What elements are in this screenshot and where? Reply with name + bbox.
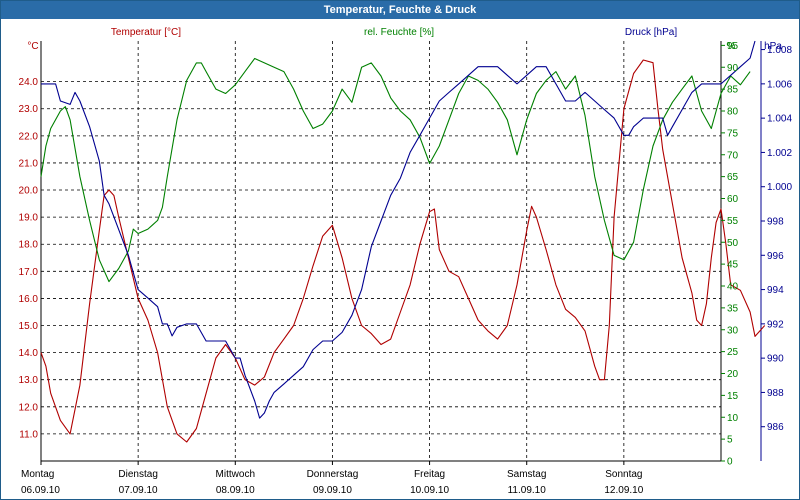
x-tick-date-label: 08.09.10 — [216, 485, 255, 496]
x-tick-date-label: 11.09.10 — [508, 485, 547, 496]
x-tick-day-label: Sonntag — [605, 469, 642, 480]
humidity-tick-label: 90 — [727, 63, 739, 74]
x-tick-date-label: 12.09.10 — [604, 485, 643, 496]
humidity-tick-label: 60 — [727, 194, 739, 205]
pressure-tick-label: 1.004 — [767, 114, 792, 125]
pressure-line — [41, 40, 756, 419]
temperature-axis-unit: °C — [27, 41, 38, 52]
axes-layer: 11.0 12.0 13.0 14.0 15.0 16.0 17.0 18.0 19.0 20.0… — [19, 41, 793, 496]
legend-humidity: rel. Feuchte [%] — [364, 27, 434, 38]
humidity-tick-label: 20 — [727, 369, 739, 380]
temperature-line — [40, 59, 766, 443]
temperature-tick-label: 13.0 — [19, 375, 39, 386]
humidity-tick-label: 10 — [727, 413, 739, 424]
temperature-tick-label: 20.0 — [19, 186, 39, 197]
humidity-axis-unit: % — [727, 41, 736, 52]
x-tick-day-label: Mittwoch — [216, 469, 255, 480]
humidity-tick-label: 0 — [727, 457, 733, 468]
pressure-axis-unit: hPa — [764, 41, 782, 52]
x-tick-day-label: Freitag — [414, 469, 445, 480]
x-tick-date-label: 09.09.10 — [313, 485, 352, 496]
pressure-tick-label: 990 — [767, 354, 784, 365]
humidity-tick-label: 40 — [727, 282, 739, 293]
window-title: Temperatur, Feuchte & Druck — [1, 1, 799, 19]
pressure-tick-label: 988 — [767, 388, 784, 399]
x-tick-day-label: Donnerstag — [307, 469, 359, 480]
pressure-tick-label: 992 — [767, 319, 784, 330]
humidity-tick-label: 70 — [727, 150, 739, 161]
pressure-tick-label: 1.002 — [767, 148, 792, 159]
legend-pressure: Druck [hPa] — [625, 27, 677, 38]
pressure-tick-label: 998 — [767, 217, 784, 228]
humidity-tick-label: 45 — [727, 260, 739, 271]
series-layer — [40, 40, 766, 443]
pressure-tick-label: 1.008 — [767, 45, 792, 56]
temperature-tick-label: 22.0 — [19, 131, 39, 142]
humidity-tick-label: 50 — [727, 238, 739, 249]
humidity-tick-label: 35 — [727, 303, 739, 314]
temperature-tick-label: 23.0 — [19, 104, 39, 115]
temperature-tick-label: 15.0 — [19, 321, 39, 332]
legend-temperature: Temperatur [°C] — [111, 27, 181, 38]
temperature-tick-label: 12.0 — [19, 402, 39, 413]
temperature-tick-label: 14.0 — [19, 348, 39, 359]
humidity-tick-label: 85 — [727, 85, 739, 96]
temperature-tick-label: 16.0 — [19, 294, 39, 305]
grid-lines — [41, 41, 721, 461]
temperature-tick-label: 11.0 — [19, 429, 38, 440]
temperature-tick-label: 24.0 — [19, 77, 39, 88]
x-tick-date-label: 06.09.10 — [21, 485, 60, 496]
humidity-tick-label: 80 — [727, 107, 739, 118]
humidity-tick-label: 30 — [727, 325, 739, 336]
x-tick-day-label: Montag — [21, 469, 54, 480]
temperature-tick-label: 19.0 — [19, 213, 39, 224]
humidity-tick-label: 65 — [727, 172, 739, 183]
pressure-tick-label: 1.006 — [767, 79, 792, 90]
humidity-tick-label: 55 — [727, 216, 739, 227]
x-tick-date-label: 10.09.10 — [410, 485, 449, 496]
temperature-tick-label: 18.0 — [19, 240, 39, 251]
humidity-tick-label: 95 — [727, 41, 739, 52]
pressure-tick-label: 1.000 — [767, 182, 792, 193]
temperature-tick-label: 21.0 — [19, 158, 39, 169]
humidity-tick-label: 75 — [727, 128, 739, 139]
humidity-tick-label: 25 — [727, 347, 739, 358]
pressure-tick-label: 986 — [767, 422, 784, 433]
humidity-line — [40, 57, 751, 283]
plot-border — [40, 41, 762, 462]
humidity-tick-label: 15 — [727, 391, 739, 402]
pressure-tick-label: 996 — [767, 251, 784, 262]
temperature-tick-label: 17.0 — [19, 267, 39, 278]
x-tick-day-label: Samstag — [507, 469, 546, 480]
pressure-tick-label: 994 — [767, 285, 784, 296]
x-tick-date-label: 07.09.10 — [119, 485, 158, 496]
x-tick-day-label: Dienstag — [118, 469, 157, 480]
humidity-tick-label: 5 — [727, 435, 733, 446]
